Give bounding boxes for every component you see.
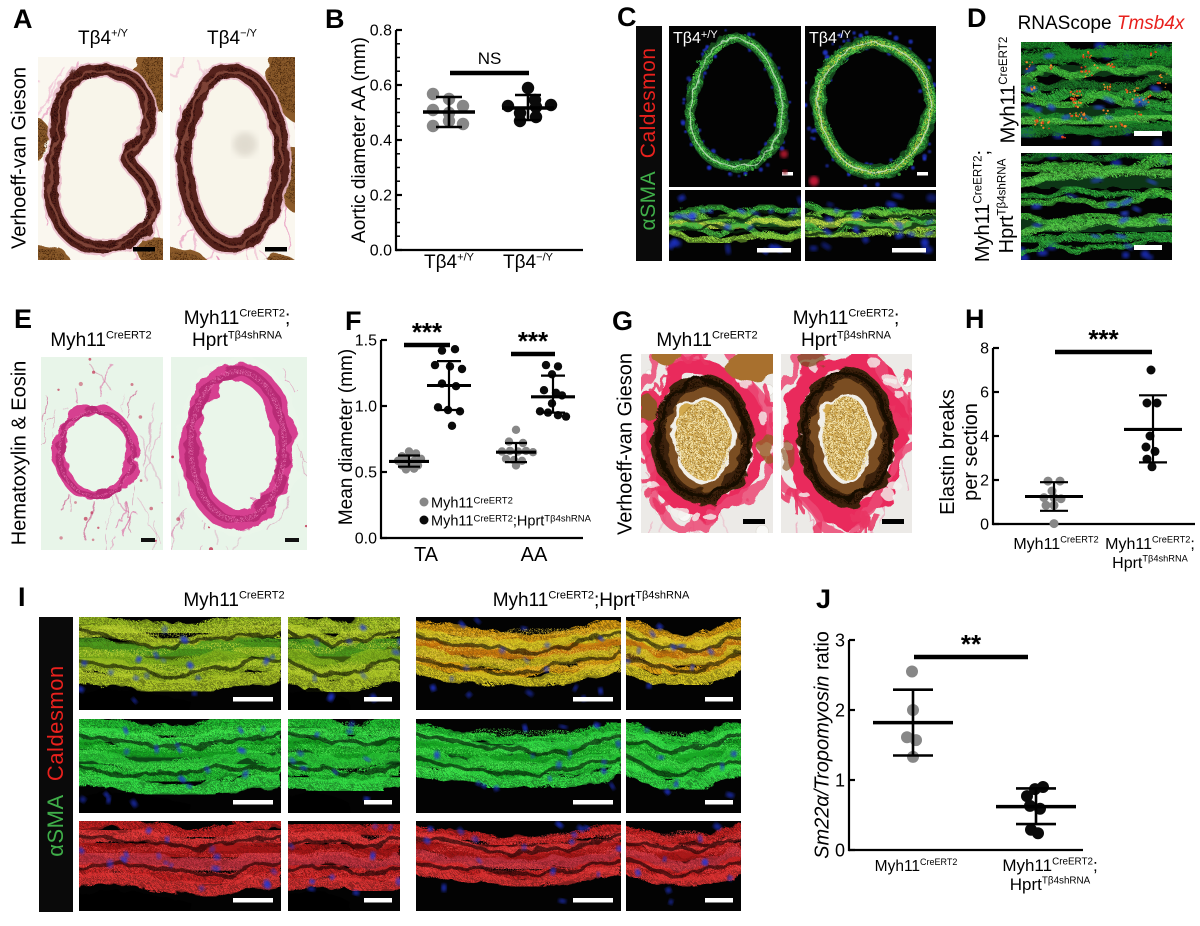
svg-text:0.0: 0.0	[355, 531, 377, 548]
svg-text:1.5: 1.5	[355, 333, 377, 350]
svg-text:AA: AA	[521, 544, 548, 566]
svg-text:NS: NS	[478, 49, 502, 68]
svg-text:0.8: 0.8	[370, 23, 392, 40]
svg-text:4: 4	[980, 429, 989, 446]
svg-text:1: 1	[835, 770, 845, 790]
svg-text:3: 3	[835, 630, 845, 650]
svg-text:0: 0	[835, 840, 845, 860]
svg-text:***: ***	[518, 326, 549, 356]
svg-text:TA: TA	[414, 544, 439, 566]
svg-text:***: ***	[1088, 324, 1119, 354]
svg-text:0.0: 0.0	[370, 243, 392, 260]
svg-text:**: **	[961, 629, 982, 659]
svg-text:0.4: 0.4	[370, 133, 392, 150]
svg-text:Myh11CreERT2: Myh11CreERT2	[431, 495, 513, 511]
svg-text:0.2: 0.2	[370, 188, 392, 205]
svg-text:1.0: 1.0	[355, 399, 377, 416]
svg-text:2: 2	[835, 700, 845, 720]
svg-text:0.5: 0.5	[355, 465, 377, 482]
svg-text:***: ***	[412, 317, 443, 347]
svg-text:2: 2	[980, 473, 989, 490]
svg-text:8: 8	[980, 341, 989, 358]
svg-text:Myh11CreERT2;HprtTβ4shRNA: Myh11CreERT2;HprtTβ4shRNA	[431, 513, 592, 529]
svg-text:0: 0	[980, 517, 989, 534]
svg-text:0.6: 0.6	[370, 78, 392, 95]
svg-text:6: 6	[980, 385, 989, 402]
